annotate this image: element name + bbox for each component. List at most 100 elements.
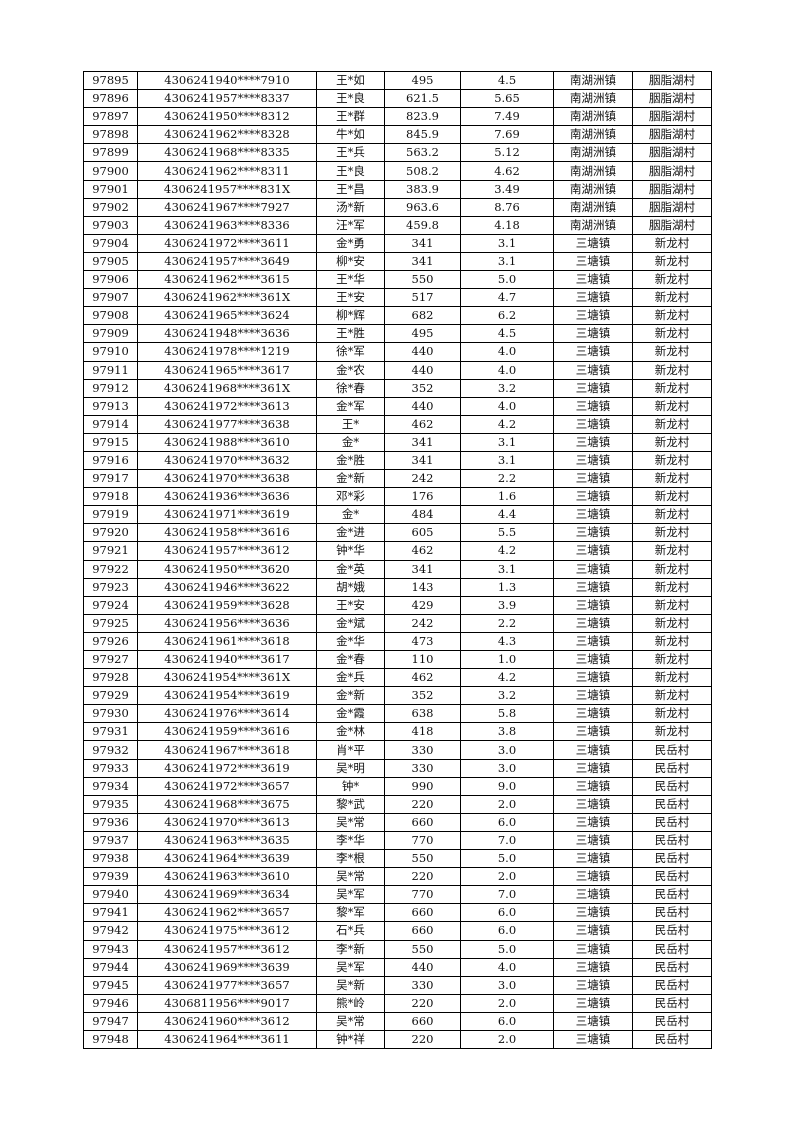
town-cell: 三塘镇 (553, 957, 633, 977)
name-cell: 吴*军 (316, 957, 385, 977)
name-cell: 金*霞 (316, 704, 385, 724)
quantity-cell: 2.0 (460, 1029, 554, 1050)
name-cell: 钟*祥 (316, 1029, 385, 1050)
serial-number-cell: 97932 (83, 740, 138, 760)
records-table: 97895 4306241940****7910 王*如 495 4.5 南湖洲镇 胭脂湖村… (83, 70, 712, 1050)
amount-cell: 242 (384, 613, 461, 633)
table-row: 97924 4306241959****3628 王*安 429 3.9 三塘镇 新龙村 (83, 595, 712, 615)
id-number-cell: 4306241977****3657 (137, 975, 317, 995)
id-number-cell: 4306811956****9017 (137, 993, 317, 1013)
name-cell: 吴*常 (316, 867, 385, 887)
name-cell: 金*兵 (316, 668, 385, 688)
village-cell: 胭脂湖村 (632, 215, 712, 235)
serial-number-cell: 97936 (83, 812, 138, 832)
id-number-cell: 4306241988****3610 (137, 432, 317, 452)
quantity-cell: 2.2 (460, 613, 554, 633)
quantity-cell: 8.76 (460, 197, 554, 217)
village-cell: 新龙村 (632, 541, 712, 561)
quantity-cell: 4.2 (460, 414, 554, 434)
quantity-cell: 3.2 (460, 686, 554, 706)
id-number-cell: 4306241969****3634 (137, 885, 317, 905)
serial-number-cell: 97900 (83, 161, 138, 181)
quantity-cell: 7.49 (460, 107, 554, 127)
amount-cell: 660 (384, 812, 461, 832)
table-row: 97907 4306241962****361X 王*安 517 4.7 三塘镇 新龙村 (83, 288, 712, 308)
quantity-cell: 4.4 (460, 505, 554, 525)
amount-cell: 638 (384, 704, 461, 724)
amount-cell: 242 (384, 469, 461, 489)
village-cell: 新龙村 (632, 324, 712, 344)
table-row: 97943 4306241957****3612 李*新 550 5.0 三塘镇 民岳村 (83, 939, 712, 959)
name-cell: 钟* (316, 776, 385, 796)
quantity-cell: 4.0 (460, 396, 554, 416)
quantity-cell: 5.0 (460, 849, 554, 869)
amount-cell: 770 (384, 885, 461, 905)
name-cell: 王*良 (316, 89, 385, 109)
table-row: 97934 4306241972****3657 钟* 990 9.0 三塘镇 民岳村 (83, 776, 712, 796)
id-number-cell: 4306241948****3636 (137, 324, 317, 344)
amount-cell: 110 (384, 649, 461, 670)
amount-cell: 440 (384, 360, 461, 380)
quantity-cell: 3.2 (460, 378, 554, 398)
serial-number-cell: 97944 (83, 957, 138, 977)
quantity-cell: 7.0 (460, 830, 554, 851)
town-cell: 三塘镇 (553, 686, 633, 706)
town-cell: 三塘镇 (553, 251, 633, 272)
serial-number-cell: 97905 (83, 251, 138, 272)
quantity-cell: 3.49 (460, 179, 554, 199)
table-row: 97916 4306241970****3632 金*胜 341 3.1 三塘镇 新龙村 (83, 450, 712, 471)
quantity-cell: 4.3 (460, 631, 554, 652)
id-number-cell: 4306241950****8312 (137, 107, 317, 127)
village-cell: 民岳村 (632, 921, 712, 941)
amount-cell: 459.8 (384, 215, 461, 235)
name-cell: 王* (316, 414, 385, 434)
amount-cell: 341 (384, 559, 461, 579)
serial-number-cell: 97907 (83, 288, 138, 308)
village-cell: 民岳村 (632, 776, 712, 796)
amount-cell: 341 (384, 233, 461, 253)
id-number-cell: 4306241960****3612 (137, 1011, 317, 1031)
name-cell: 黎*军 (316, 903, 385, 923)
amount-cell: 484 (384, 505, 461, 525)
town-cell: 三塘镇 (553, 776, 633, 796)
amount-cell: 383.9 (384, 179, 461, 199)
amount-cell: 508.2 (384, 161, 461, 181)
village-cell: 新龙村 (632, 469, 712, 489)
village-cell: 胭脂湖村 (632, 179, 712, 199)
id-number-cell: 4306241954****361X (137, 668, 317, 688)
village-cell: 民岳村 (632, 885, 712, 905)
village-cell: 民岳村 (632, 903, 712, 923)
table-row: 97896 4306241957****8337 王*良 621.5 5.65 南湖洲镇胭… (83, 89, 712, 109)
table-row: 97947 4306241960****3612 吴*常 660 6.0 三塘镇 民岳村 (83, 1011, 712, 1031)
village-cell: 民岳村 (632, 830, 712, 851)
name-cell: 王*胜 (316, 324, 385, 344)
id-number-cell: 4306241963****8336 (137, 215, 317, 235)
village-cell: 新龙村 (632, 631, 712, 652)
amount-cell: 440 (384, 396, 461, 416)
town-cell: 南湖洲镇 (553, 89, 633, 109)
village-cell: 民岳村 (632, 812, 712, 832)
quantity-cell: 6.0 (460, 921, 554, 941)
town-cell: 三塘镇 (553, 649, 633, 670)
id-number-cell: 4306241963****3635 (137, 830, 317, 851)
name-cell: 金*胜 (316, 450, 385, 471)
serial-number-cell: 97920 (83, 523, 138, 543)
id-number-cell: 4306241970****3638 (137, 469, 317, 489)
quantity-cell: 4.5 (460, 70, 554, 91)
town-cell: 三塘镇 (553, 233, 633, 253)
table-row: 97895 4306241940****7910 王*如 495 4.5 南湖洲镇 胭脂湖村 (83, 70, 712, 91)
name-cell: 钟*华 (316, 541, 385, 561)
amount-cell: 682 (384, 306, 461, 326)
town-cell: 三塘镇 (553, 432, 633, 452)
serial-number-cell: 97931 (83, 722, 138, 742)
table-row: 97931 4306241959****3616 金*林 418 3.8 三塘镇 新龙村 (83, 722, 712, 742)
serial-number-cell: 97924 (83, 595, 138, 615)
id-number-cell: 4306241957****3649 (137, 251, 317, 272)
name-cell: 徐*军 (316, 342, 385, 362)
amount-cell: 660 (384, 1011, 461, 1031)
amount-cell: 352 (384, 686, 461, 706)
table-row: 97899 4306241968****8335 王*兵 563.2 5.12 南湖洲镇胭… (83, 143, 712, 163)
quantity-cell: 5.0 (460, 270, 554, 290)
serial-number-cell: 97914 (83, 414, 138, 434)
name-cell: 李*新 (316, 939, 385, 959)
